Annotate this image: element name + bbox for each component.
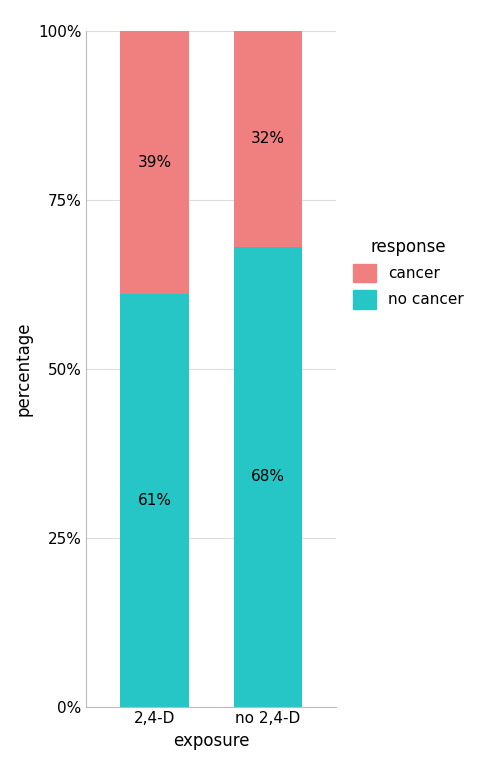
Text: 68%: 68%	[251, 469, 285, 485]
Text: 32%: 32%	[251, 131, 285, 147]
X-axis label: exposure: exposure	[173, 732, 250, 750]
Y-axis label: percentage: percentage	[14, 321, 33, 416]
Bar	[120, 294, 189, 707]
Legend: cancer, no cancer: cancer, no cancer	[353, 238, 464, 309]
Bar	[234, 247, 302, 707]
Text: 39%: 39%	[137, 155, 171, 170]
Bar	[120, 31, 189, 294]
Text: 61%: 61%	[137, 493, 171, 508]
Bar	[234, 31, 302, 247]
